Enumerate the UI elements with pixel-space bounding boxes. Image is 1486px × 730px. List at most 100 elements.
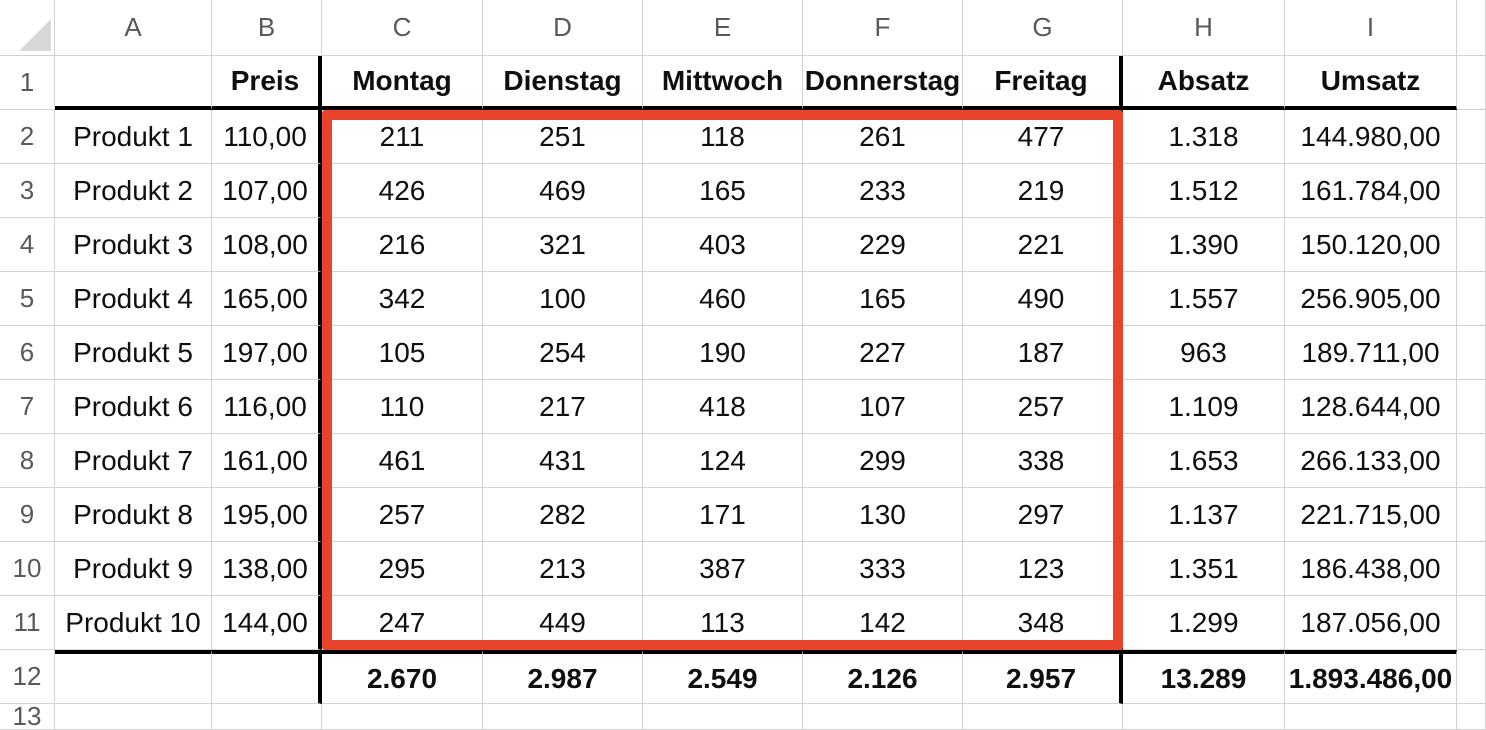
cell-F9[interactable]: 130 bbox=[803, 488, 963, 542]
cell-G5[interactable]: 490 bbox=[963, 272, 1123, 326]
cell-B4[interactable]: 108,00 bbox=[212, 218, 322, 272]
cell-D5[interactable]: 100 bbox=[483, 272, 643, 326]
cell-partial-7[interactable] bbox=[1457, 380, 1486, 434]
cell-D3[interactable]: 469 bbox=[483, 164, 643, 218]
cell-I3[interactable]: 161.784,00 bbox=[1285, 164, 1457, 218]
cell-H8[interactable]: 1.653 bbox=[1123, 434, 1285, 488]
cell-E13[interactable] bbox=[643, 704, 803, 730]
cell-partial-2[interactable] bbox=[1457, 110, 1486, 164]
cell-G8[interactable]: 338 bbox=[963, 434, 1123, 488]
cell-I10[interactable]: 186.438,00 bbox=[1285, 542, 1457, 596]
cell-F1[interactable]: Donnerstag bbox=[803, 56, 963, 110]
cell-B5[interactable]: 165,00 bbox=[212, 272, 322, 326]
column-header-C[interactable]: C bbox=[322, 0, 483, 56]
cell-C6[interactable]: 105 bbox=[322, 326, 483, 380]
cell-E9[interactable]: 171 bbox=[643, 488, 803, 542]
cell-C8[interactable]: 461 bbox=[322, 434, 483, 488]
cell-D1[interactable]: Dienstag bbox=[483, 56, 643, 110]
row-header-10[interactable]: 10 bbox=[0, 542, 55, 596]
cell-B6[interactable]: 197,00 bbox=[212, 326, 322, 380]
column-header-F[interactable]: F bbox=[803, 0, 963, 56]
row-header-7[interactable]: 7 bbox=[0, 380, 55, 434]
cell-B3[interactable]: 107,00 bbox=[212, 164, 322, 218]
cell-E4[interactable]: 403 bbox=[643, 218, 803, 272]
row-header-6[interactable]: 6 bbox=[0, 326, 55, 380]
cell-partial-3[interactable] bbox=[1457, 164, 1486, 218]
cell-F13[interactable] bbox=[803, 704, 963, 730]
cell-G4[interactable]: 221 bbox=[963, 218, 1123, 272]
cell-B2[interactable]: 110,00 bbox=[212, 110, 322, 164]
cell-F10[interactable]: 333 bbox=[803, 542, 963, 596]
cell-F12[interactable]: 2.126 bbox=[803, 650, 963, 704]
cell-C10[interactable]: 295 bbox=[322, 542, 483, 596]
cell-F7[interactable]: 107 bbox=[803, 380, 963, 434]
cell-partial-11[interactable] bbox=[1457, 596, 1486, 650]
cell-A3[interactable]: Produkt 2 bbox=[55, 164, 212, 218]
cell-partial-9[interactable] bbox=[1457, 488, 1486, 542]
cell-A1[interactable] bbox=[55, 56, 212, 110]
cell-I8[interactable]: 266.133,00 bbox=[1285, 434, 1457, 488]
cell-C7[interactable]: 110 bbox=[322, 380, 483, 434]
cell-I9[interactable]: 221.715,00 bbox=[1285, 488, 1457, 542]
cell-partial-6[interactable] bbox=[1457, 326, 1486, 380]
row-header-13[interactable]: 13 bbox=[0, 704, 55, 730]
cell-G1[interactable]: Freitag bbox=[963, 56, 1123, 110]
cell-G2[interactable]: 477 bbox=[963, 110, 1123, 164]
cell-partial-8[interactable] bbox=[1457, 434, 1486, 488]
cell-A4[interactable]: Produkt 3 bbox=[55, 218, 212, 272]
cell-G6[interactable]: 187 bbox=[963, 326, 1123, 380]
cell-I13[interactable] bbox=[1285, 704, 1457, 730]
cell-H3[interactable]: 1.512 bbox=[1123, 164, 1285, 218]
cell-B12[interactable] bbox=[212, 650, 322, 704]
cell-A11[interactable]: Produkt 10 bbox=[55, 596, 212, 650]
cell-D9[interactable]: 282 bbox=[483, 488, 643, 542]
column-header-H[interactable]: H bbox=[1123, 0, 1285, 56]
cell-F8[interactable]: 299 bbox=[803, 434, 963, 488]
cell-A12[interactable] bbox=[55, 650, 212, 704]
cell-H13[interactable] bbox=[1123, 704, 1285, 730]
cell-B8[interactable]: 161,00 bbox=[212, 434, 322, 488]
cell-C4[interactable]: 216 bbox=[322, 218, 483, 272]
column-header-B[interactable]: B bbox=[212, 0, 322, 56]
cell-G9[interactable]: 297 bbox=[963, 488, 1123, 542]
cell-I4[interactable]: 150.120,00 bbox=[1285, 218, 1457, 272]
cell-partial-5[interactable] bbox=[1457, 272, 1486, 326]
cell-I6[interactable]: 189.711,00 bbox=[1285, 326, 1457, 380]
row-header-11[interactable]: 11 bbox=[0, 596, 55, 650]
cell-D13[interactable] bbox=[483, 704, 643, 730]
cell-C5[interactable]: 342 bbox=[322, 272, 483, 326]
cell-C2[interactable]: 211 bbox=[322, 110, 483, 164]
cell-I12[interactable]: 1.893.486,00 bbox=[1285, 650, 1457, 704]
cell-A5[interactable]: Produkt 4 bbox=[55, 272, 212, 326]
cell-D8[interactable]: 431 bbox=[483, 434, 643, 488]
cell-C11[interactable]: 247 bbox=[322, 596, 483, 650]
cell-C1[interactable]: Montag bbox=[322, 56, 483, 110]
cell-B11[interactable]: 144,00 bbox=[212, 596, 322, 650]
row-header-4[interactable]: 4 bbox=[0, 218, 55, 272]
cell-H2[interactable]: 1.318 bbox=[1123, 110, 1285, 164]
cell-A7[interactable]: Produkt 6 bbox=[55, 380, 212, 434]
cell-D4[interactable]: 321 bbox=[483, 218, 643, 272]
cell-I2[interactable]: 144.980,00 bbox=[1285, 110, 1457, 164]
cell-G13[interactable] bbox=[963, 704, 1123, 730]
cell-E6[interactable]: 190 bbox=[643, 326, 803, 380]
row-header-3[interactable]: 3 bbox=[0, 164, 55, 218]
cell-partial-10[interactable] bbox=[1457, 542, 1486, 596]
cell-E11[interactable]: 113 bbox=[643, 596, 803, 650]
column-header-A[interactable]: A bbox=[55, 0, 212, 56]
cell-H6[interactable]: 963 bbox=[1123, 326, 1285, 380]
row-header-8[interactable]: 8 bbox=[0, 434, 55, 488]
column-header-partial[interactable] bbox=[1457, 0, 1486, 56]
cell-A9[interactable]: Produkt 8 bbox=[55, 488, 212, 542]
cell-I11[interactable]: 187.056,00 bbox=[1285, 596, 1457, 650]
cell-G10[interactable]: 123 bbox=[963, 542, 1123, 596]
cell-A6[interactable]: Produkt 5 bbox=[55, 326, 212, 380]
column-header-I[interactable]: I bbox=[1285, 0, 1457, 56]
column-header-E[interactable]: E bbox=[643, 0, 803, 56]
cell-H1[interactable]: Absatz bbox=[1123, 56, 1285, 110]
cell-I7[interactable]: 128.644,00 bbox=[1285, 380, 1457, 434]
cell-F5[interactable]: 165 bbox=[803, 272, 963, 326]
cell-F6[interactable]: 227 bbox=[803, 326, 963, 380]
cell-A2[interactable]: Produkt 1 bbox=[55, 110, 212, 164]
row-header-9[interactable]: 9 bbox=[0, 488, 55, 542]
